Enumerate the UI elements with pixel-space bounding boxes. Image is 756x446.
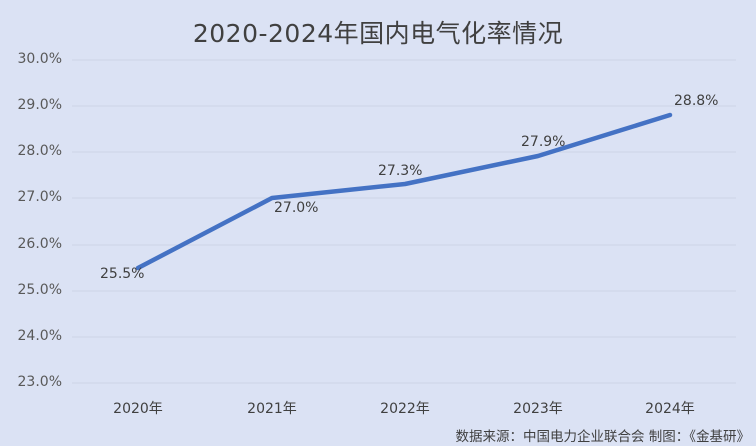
y-tick: 24.0% xyxy=(17,328,62,344)
y-tick: 27.0% xyxy=(17,189,62,205)
y-tick: 26.0% xyxy=(17,236,62,252)
data-label: 27.0% xyxy=(274,200,319,216)
chart-title: 2020-2024年国内电气化率情况 xyxy=(192,19,564,48)
data-label: 27.3% xyxy=(378,163,423,179)
x-tick: 2024年 xyxy=(645,401,695,417)
y-tick: 28.0% xyxy=(17,143,62,159)
y-tick: 29.0% xyxy=(17,97,62,113)
y-tick: 30.0% xyxy=(17,51,62,67)
source-note: 数据来源：中国电力企业联合会 制图：《金基研》 xyxy=(455,429,750,445)
data-label: 28.8% xyxy=(674,93,719,109)
x-tick: 2020年 xyxy=(113,401,163,417)
data-label: 25.5% xyxy=(100,266,145,282)
x-tick: 2023年 xyxy=(513,401,563,417)
x-tick: 2022年 xyxy=(380,401,430,417)
data-label: 27.9% xyxy=(521,134,566,150)
y-tick: 23.0% xyxy=(17,374,62,390)
y-tick: 25.0% xyxy=(17,282,62,298)
gridlines xyxy=(72,59,736,384)
series-line xyxy=(135,112,673,271)
x-tick: 2021年 xyxy=(247,401,297,417)
